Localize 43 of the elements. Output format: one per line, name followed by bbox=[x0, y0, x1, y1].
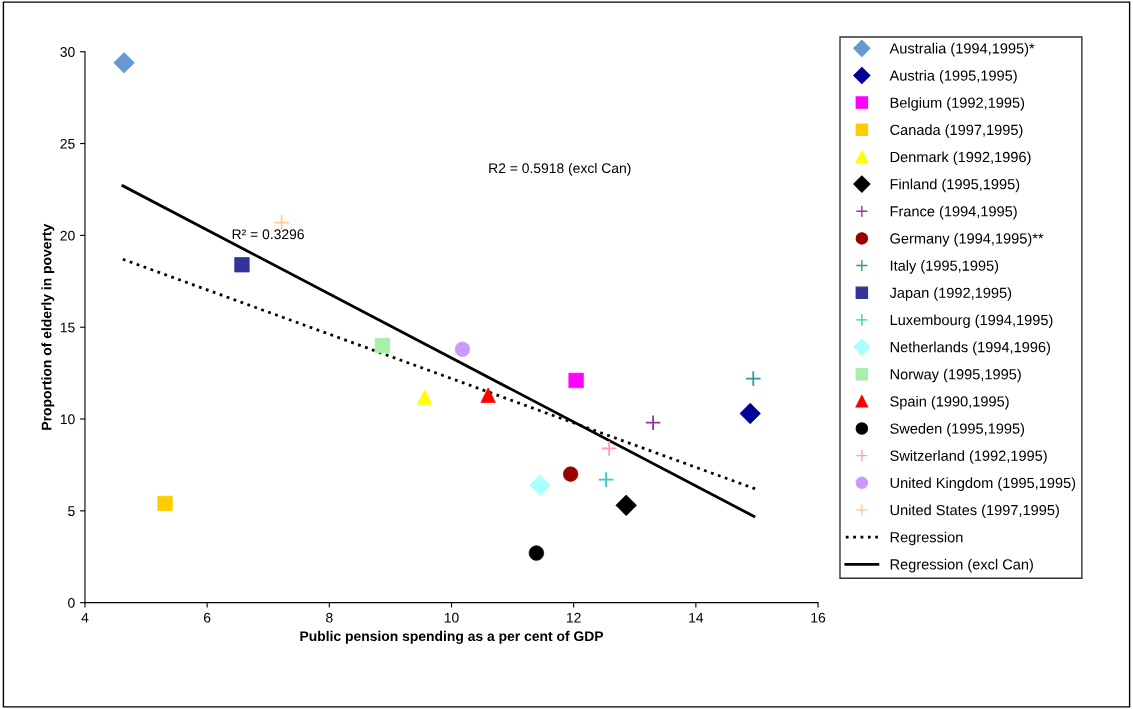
y-axis-title: Proportion of elderly in poverty bbox=[41, 223, 55, 430]
legend-label: Netherlands (1994,1996) bbox=[890, 341, 1050, 356]
x-tick-label: 4 bbox=[81, 612, 89, 623]
legend-label: Sweden (1995,1995) bbox=[890, 423, 1025, 437]
legend-label: Italy (1995,1995) bbox=[890, 260, 999, 274]
legend-label: Switzerland (1992,1995) bbox=[890, 450, 1047, 464]
point bbox=[644, 414, 662, 431]
legend-label: Luxembourg (1994,1995) bbox=[890, 314, 1053, 329]
legend-label: Canada (1997,1995) bbox=[890, 124, 1023, 138]
point bbox=[597, 471, 615, 488]
legend-label: United States (1997,1995) bbox=[890, 504, 1059, 519]
x-tick-label: 14 bbox=[689, 612, 704, 623]
legend-label: Japan (1992,1995) bbox=[889, 287, 1012, 301]
y-tick-label: 10 bbox=[60, 414, 75, 425]
x-tick-label: 12 bbox=[567, 612, 581, 623]
legend-label: Finland (1995,1995) bbox=[890, 178, 1020, 193]
x-tick-label: 6 bbox=[203, 612, 211, 623]
y-tick-label: 25 bbox=[60, 138, 75, 149]
legend-label: United Kingdom (1995,1995) bbox=[890, 477, 1076, 491]
legend-label: Germany (1994,1995)** bbox=[890, 232, 1044, 247]
y-tick-label: 20 bbox=[60, 230, 75, 241]
legend-label: Austria (1995,1995) bbox=[889, 70, 1017, 84]
legend-label: Denmark (1992,1996) bbox=[890, 151, 1031, 166]
legend-label: Belgium (1992,1995) bbox=[890, 97, 1025, 111]
legend-label: France (1994,1995) bbox=[890, 205, 1017, 220]
x-axis-title: Public pension spending as a per cent of GDP bbox=[300, 630, 604, 644]
x-tick-label: 8 bbox=[326, 612, 333, 623]
y-tick-label: 30 bbox=[60, 47, 75, 57]
legend-label: Norway (1995,1995) bbox=[890, 368, 1021, 383]
y-tick-label: 0 bbox=[68, 597, 75, 608]
x-tick-label: 10 bbox=[444, 612, 459, 623]
legend-label: Regression bbox=[890, 531, 963, 546]
y-tick-label: 15 bbox=[60, 322, 75, 333]
y-tick-label: 5 bbox=[68, 506, 75, 516]
point bbox=[745, 370, 762, 387]
legend-label: Australia (1994,1995)* bbox=[889, 42, 1035, 57]
legend-label: Regression (excl Can) bbox=[890, 558, 1033, 573]
point bbox=[600, 440, 618, 457]
point bbox=[529, 474, 551, 496]
x-tick-label: 16 bbox=[811, 612, 826, 623]
annotation: R² = 0.3296 bbox=[232, 229, 304, 240]
legend-label: Spain (1990,1995) bbox=[890, 395, 1009, 410]
annotation: R2 = 0.5918 (excl Can) bbox=[489, 162, 631, 176]
